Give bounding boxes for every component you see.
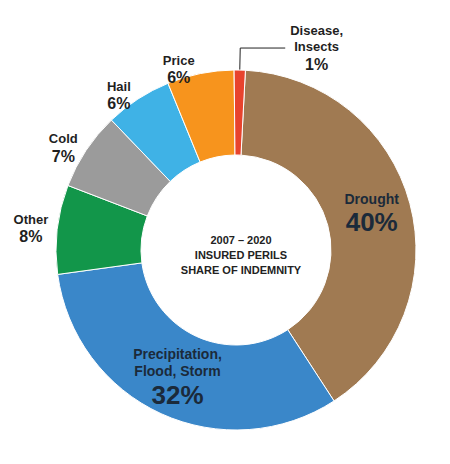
svg-text:1%: 1% (305, 56, 328, 73)
svg-text:6%: 6% (167, 69, 190, 86)
svg-text:INSURED PERILS: INSURED PERILS (195, 249, 287, 261)
svg-text:Hail: Hail (107, 79, 131, 94)
svg-text:Insects: Insects (294, 39, 339, 54)
svg-text:7%: 7% (52, 148, 75, 165)
svg-text:Flood, Storm: Flood, Storm (134, 363, 220, 379)
svg-text:Price: Price (163, 53, 195, 68)
svg-text:Precipitation,: Precipitation, (133, 346, 222, 362)
svg-text:Cold: Cold (49, 131, 78, 146)
svg-text:6%: 6% (107, 95, 130, 112)
svg-text:2007 – 2020: 2007 – 2020 (210, 234, 271, 246)
svg-text:SHARE OF INDEMNITY: SHARE OF INDEMNITY (181, 264, 302, 276)
svg-text:32%: 32% (151, 380, 203, 410)
svg-text:Drought: Drought (344, 191, 399, 207)
svg-text:Disease,: Disease, (290, 23, 343, 38)
svg-text:Other: Other (14, 212, 49, 227)
svg-text:40%: 40% (346, 207, 398, 237)
svg-text:8%: 8% (19, 228, 42, 245)
